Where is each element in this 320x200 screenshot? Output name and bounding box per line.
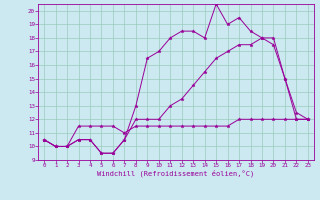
- X-axis label: Windchill (Refroidissement éolien,°C): Windchill (Refroidissement éolien,°C): [97, 170, 255, 177]
